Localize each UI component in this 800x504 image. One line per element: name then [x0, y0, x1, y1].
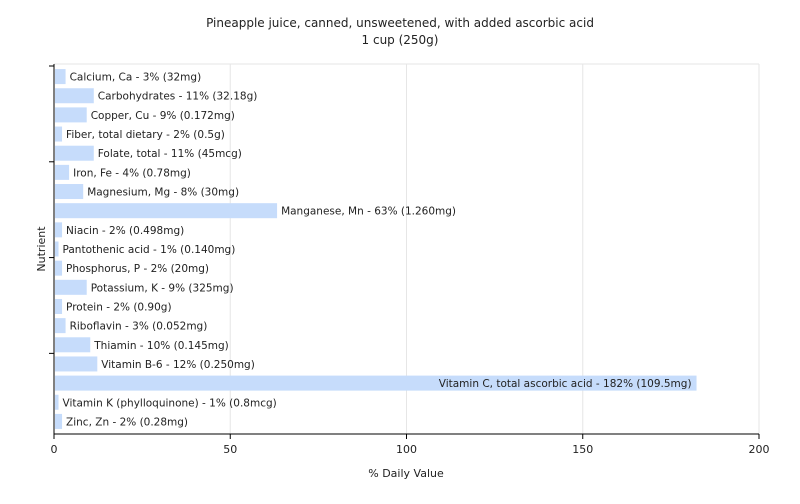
- bar: [55, 184, 84, 200]
- chart-subtitle: 1 cup (250g): [362, 33, 439, 47]
- bar-label: Protein - 2% (0.90g): [66, 301, 172, 313]
- bar: [55, 203, 278, 219]
- bar: [55, 413, 63, 429]
- bar: [55, 375, 697, 391]
- axes: 0 50 100 150 200: [49, 64, 770, 456]
- bar: [55, 318, 66, 334]
- bar: [55, 279, 87, 295]
- bar-label: Folate, total - 11% (45mcg): [98, 148, 242, 160]
- bar: [55, 107, 87, 123]
- bar: [55, 260, 63, 276]
- bar: [55, 69, 66, 85]
- bar-label: Copper, Cu - 9% (0.172mg): [91, 110, 235, 122]
- bar-label: Zinc, Zn - 2% (0.28mg): [66, 416, 188, 428]
- bar: [55, 145, 94, 161]
- chart-title: Pineapple juice, canned, unsweetened, wi…: [206, 16, 594, 30]
- bar: [55, 356, 98, 372]
- bars: Calcium, Ca - 3% (32mg) Carbohydrates - 1…: [55, 69, 697, 429]
- bar: [55, 394, 59, 410]
- bar: [55, 241, 59, 257]
- bar: [55, 337, 91, 353]
- bar-label: Fiber, total dietary - 2% (0.5g): [66, 129, 225, 141]
- gridlines: [54, 63, 760, 434]
- bar: [55, 88, 94, 104]
- bar-label: Phosphorus, P - 2% (20mg): [66, 263, 209, 275]
- bar-label: Pantothenic acid - 1% (0.140mg): [63, 244, 236, 256]
- bar: [55, 222, 63, 238]
- bar: [55, 164, 70, 180]
- x-tick-label: 0: [51, 443, 58, 456]
- bar-label: Vitamin B-6 - 12% (0.250mg): [101, 359, 255, 371]
- bar-label: Carbohydrates - 11% (32.18g): [98, 91, 258, 103]
- bar-label: Iron, Fe - 4% (0.78mg): [73, 167, 191, 179]
- x-axis-label: % Daily Value: [368, 467, 444, 480]
- bar-label: Riboflavin - 3% (0.052mg): [70, 321, 208, 333]
- x-tick-label: 150: [572, 443, 593, 456]
- x-tick-label: 50: [223, 443, 237, 456]
- bar-label: Thiamin - 10% (0.145mg): [93, 340, 229, 352]
- bar-label: Niacin - 2% (0.498mg): [66, 225, 184, 237]
- bar: [55, 126, 63, 142]
- y-axis-label: Nutrient: [35, 226, 48, 272]
- bar-label: Potassium, K - 9% (325mg): [91, 282, 234, 294]
- x-tick-label: 200: [749, 443, 770, 456]
- bar-label: Calcium, Ca - 3% (32mg): [70, 72, 202, 84]
- bar-label: Vitamin C, total ascorbic acid - 182% (1…: [439, 378, 692, 390]
- bar: [55, 298, 63, 314]
- x-tick-label: 100: [396, 443, 417, 456]
- bar-label: Manganese, Mn - 63% (1.260mg): [281, 206, 456, 218]
- bar-label: Vitamin K (phylloquinone) - 1% (0.8mcg): [63, 397, 277, 409]
- bar-label: Magnesium, Mg - 8% (30mg): [87, 187, 239, 199]
